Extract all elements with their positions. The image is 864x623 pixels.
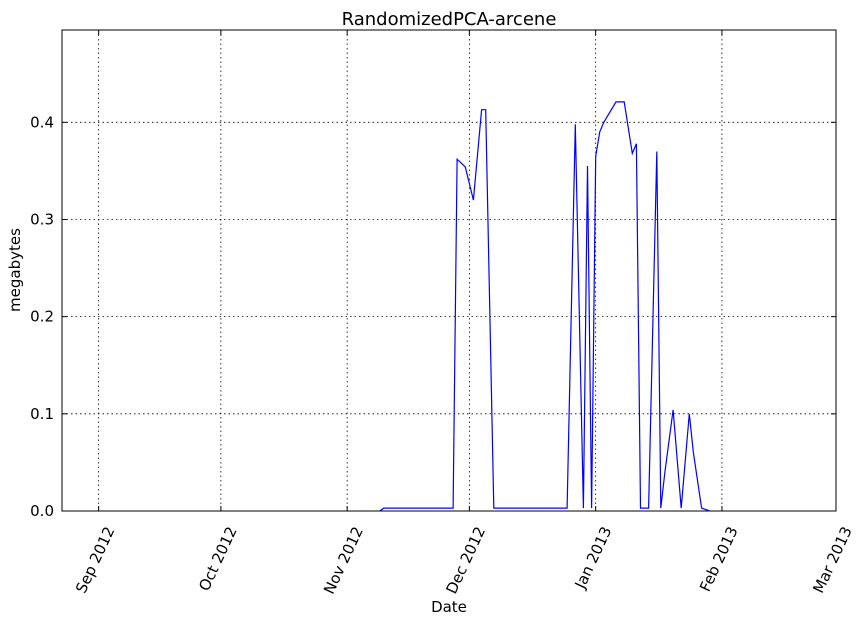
y-axis: 0.0 0.1 0.2 0.3 0.4 — [30, 113, 836, 520]
x-axis-label: Date — [431, 598, 467, 616]
y-tick-label: 0.4 — [30, 113, 54, 131]
series-line — [379, 101, 710, 512]
y-tick-label: 0.2 — [30, 308, 54, 326]
x-tick-label: Oct 2012 — [195, 524, 240, 594]
x-tick-label: Sep 2012 — [72, 524, 118, 596]
x-axis: Sep 2012 Oct 2012 Nov 2012 Dec 2012 Jan 2013… — [72, 30, 856, 597]
y-axis-label: megabytes — [6, 228, 24, 312]
x-tick-label: Mar 2013 — [809, 524, 855, 596]
x-tick-label: Dec 2012 — [442, 524, 489, 597]
plot-frame — [61, 29, 837, 512]
y-tick-label: 0.0 — [30, 502, 54, 520]
y-tick-label: 0.1 — [30, 405, 54, 423]
y-tick-label: 0.3 — [30, 210, 54, 228]
grid — [62, 30, 837, 512]
x-tick-label: Jan 2013 — [571, 524, 616, 592]
series-layer — [379, 101, 710, 512]
x-tick-label: Feb 2013 — [696, 524, 742, 595]
chart-title: RandomizedPCA-arcene — [342, 9, 557, 30]
x-tick-label: Nov 2012 — [320, 524, 367, 597]
